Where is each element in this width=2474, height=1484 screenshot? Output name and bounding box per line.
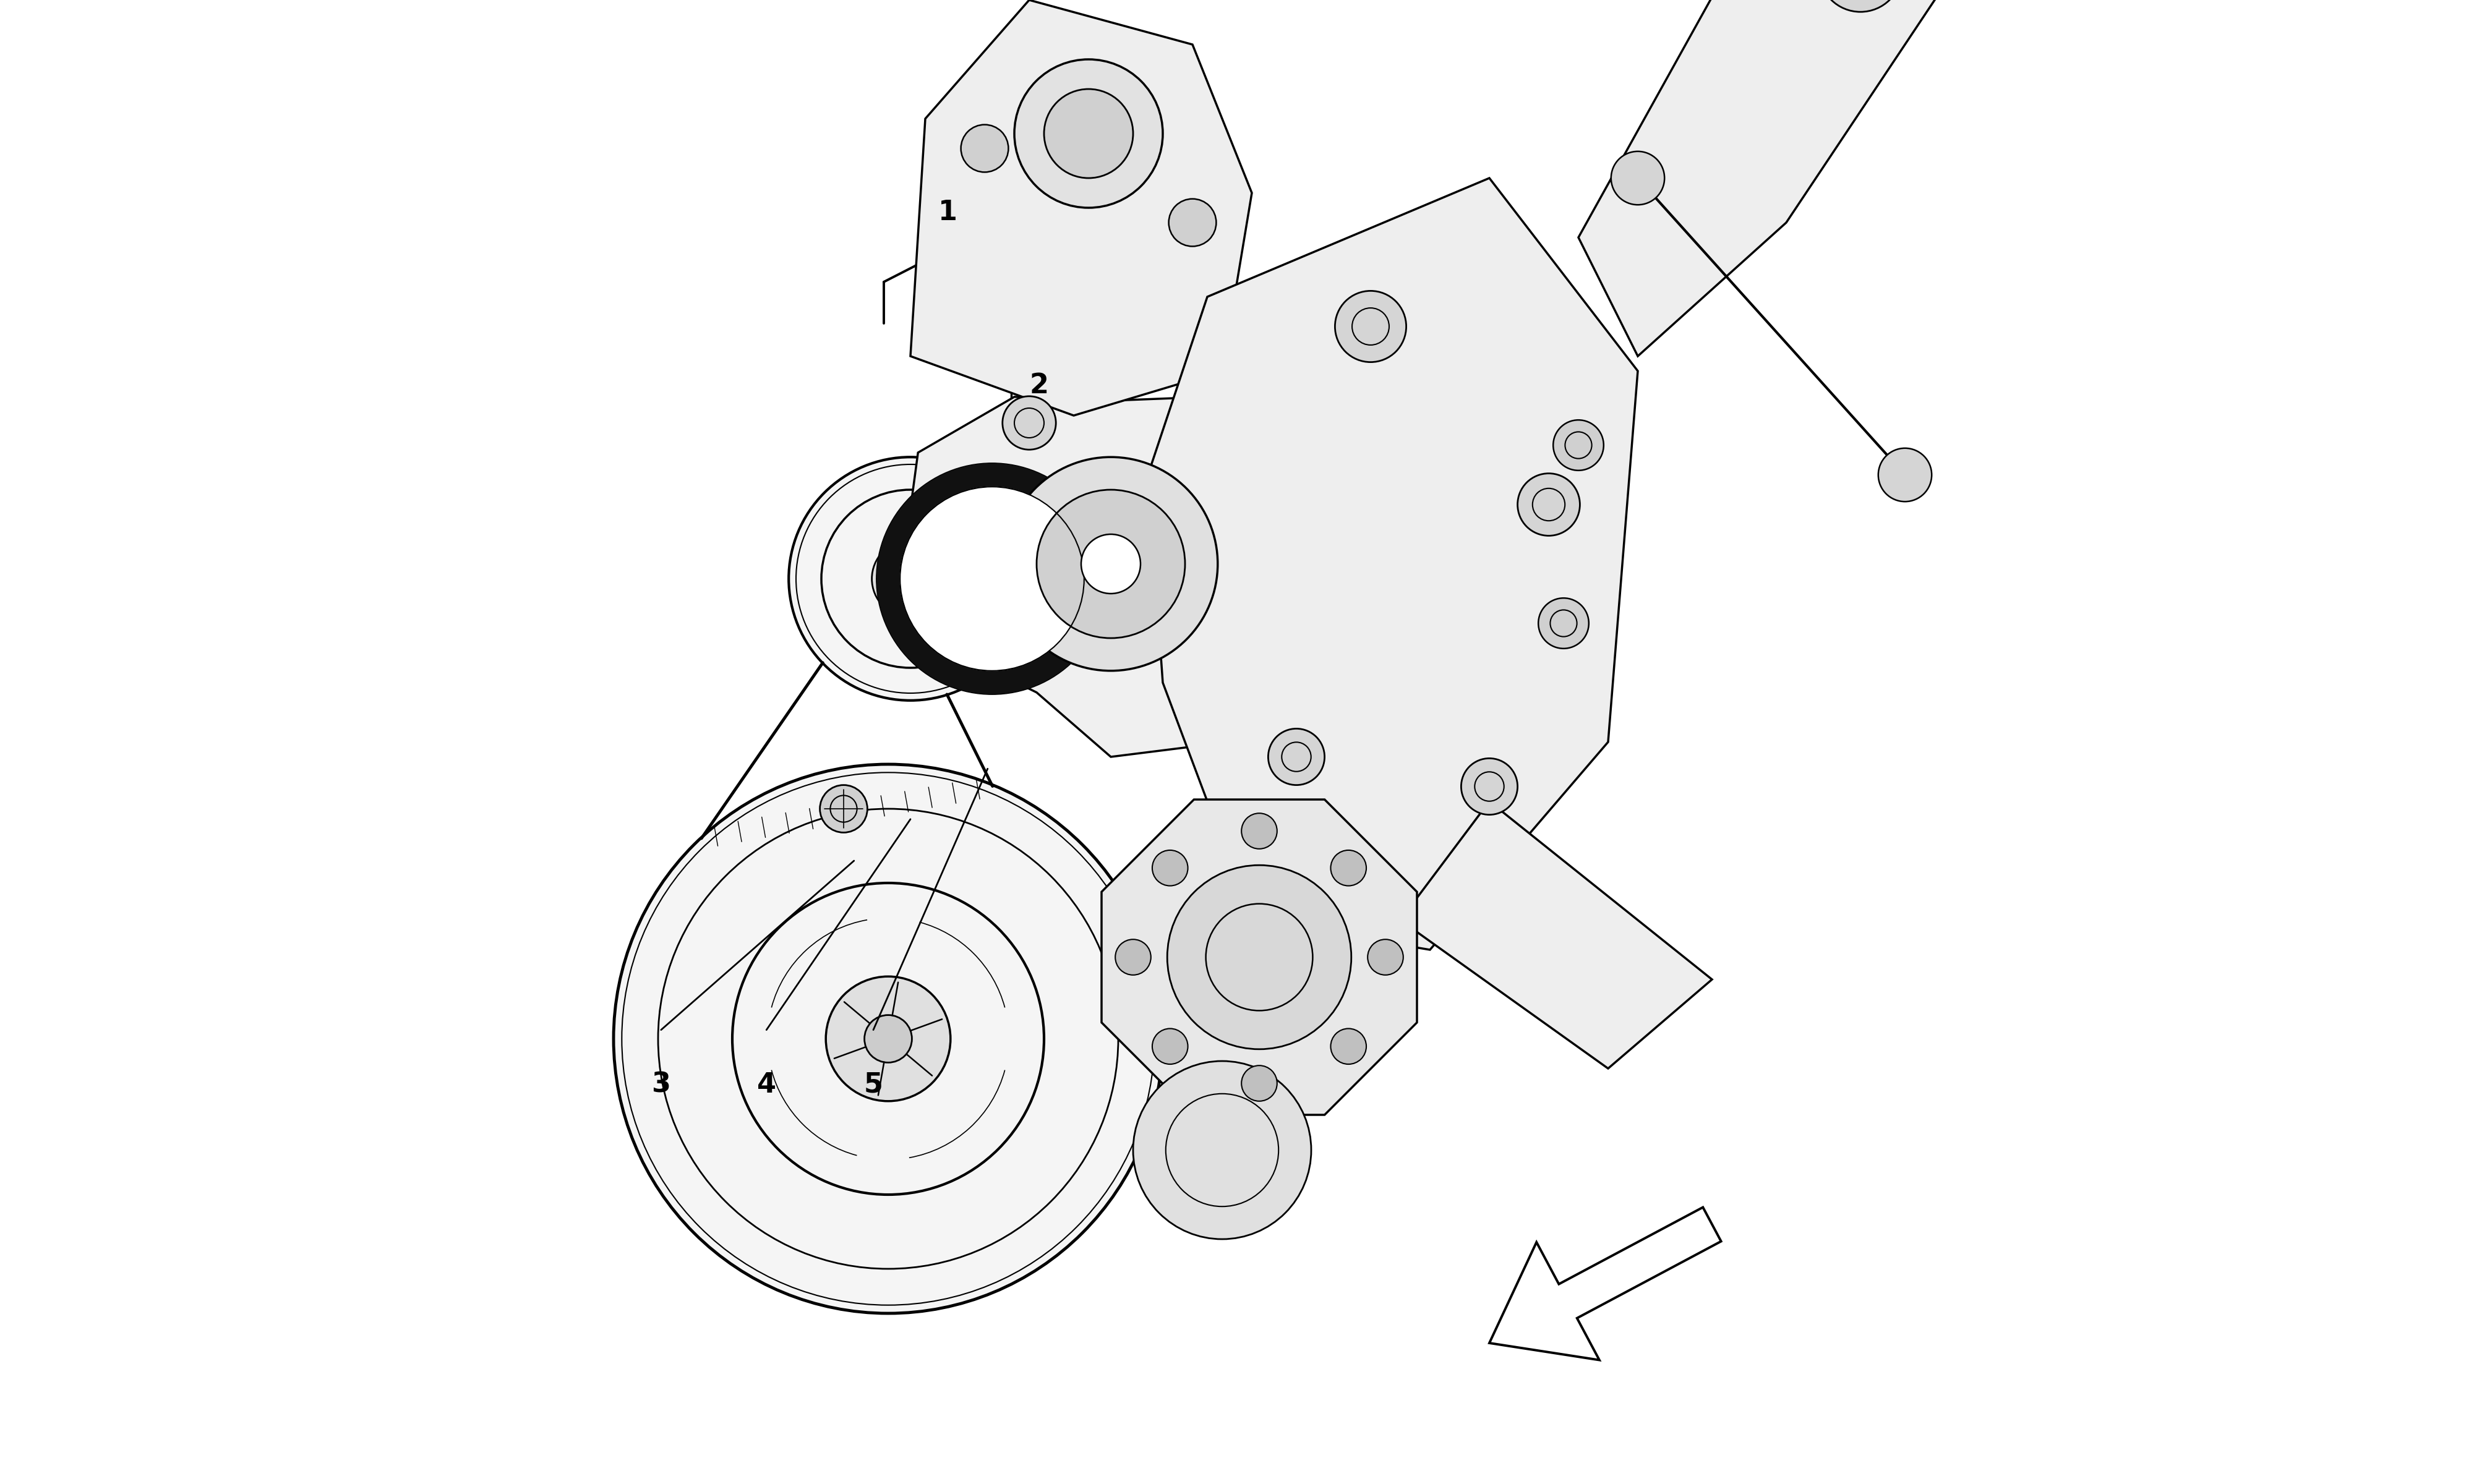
Circle shape [1168, 199, 1217, 246]
Circle shape [1153, 1028, 1188, 1064]
Polygon shape [1148, 178, 1638, 950]
Circle shape [1044, 89, 1133, 178]
Circle shape [896, 564, 925, 594]
Circle shape [1037, 490, 1185, 638]
Text: 5: 5 [863, 1071, 883, 1098]
Circle shape [1818, 0, 1903, 12]
Text: 2: 2 [1029, 372, 1049, 399]
Circle shape [1002, 396, 1056, 450]
Circle shape [1539, 598, 1588, 649]
Circle shape [871, 540, 950, 617]
Circle shape [1462, 758, 1517, 815]
Circle shape [1116, 939, 1150, 975]
Circle shape [614, 764, 1163, 1313]
Circle shape [1878, 448, 1932, 502]
Text: 1: 1 [938, 199, 957, 226]
Circle shape [863, 1015, 913, 1063]
Polygon shape [1101, 800, 1418, 1114]
Polygon shape [910, 0, 1252, 416]
Circle shape [1153, 850, 1188, 886]
Circle shape [1331, 1028, 1366, 1064]
Polygon shape [1578, 0, 1935, 356]
Circle shape [876, 463, 1108, 695]
Circle shape [1336, 291, 1405, 362]
Polygon shape [903, 396, 1291, 757]
Circle shape [1168, 865, 1351, 1049]
Text: 4: 4 [757, 1071, 777, 1098]
Circle shape [826, 976, 950, 1101]
Polygon shape [1489, 1208, 1722, 1359]
Circle shape [819, 785, 868, 833]
Text: 3: 3 [651, 1071, 670, 1098]
Circle shape [960, 125, 1009, 172]
Circle shape [1242, 1066, 1277, 1101]
Circle shape [789, 457, 1032, 700]
Circle shape [1004, 457, 1217, 671]
Circle shape [1554, 420, 1603, 470]
Circle shape [1517, 473, 1581, 536]
Circle shape [1133, 1061, 1311, 1239]
Circle shape [1368, 939, 1403, 975]
Circle shape [1081, 534, 1141, 594]
Circle shape [1269, 729, 1324, 785]
Circle shape [1611, 151, 1665, 205]
Circle shape [1331, 850, 1366, 886]
Polygon shape [1400, 801, 1712, 1068]
Circle shape [1242, 813, 1277, 849]
Circle shape [901, 487, 1084, 671]
Circle shape [1014, 59, 1163, 208]
